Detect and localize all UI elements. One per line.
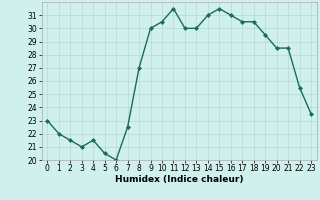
X-axis label: Humidex (Indice chaleur): Humidex (Indice chaleur) [115,175,244,184]
